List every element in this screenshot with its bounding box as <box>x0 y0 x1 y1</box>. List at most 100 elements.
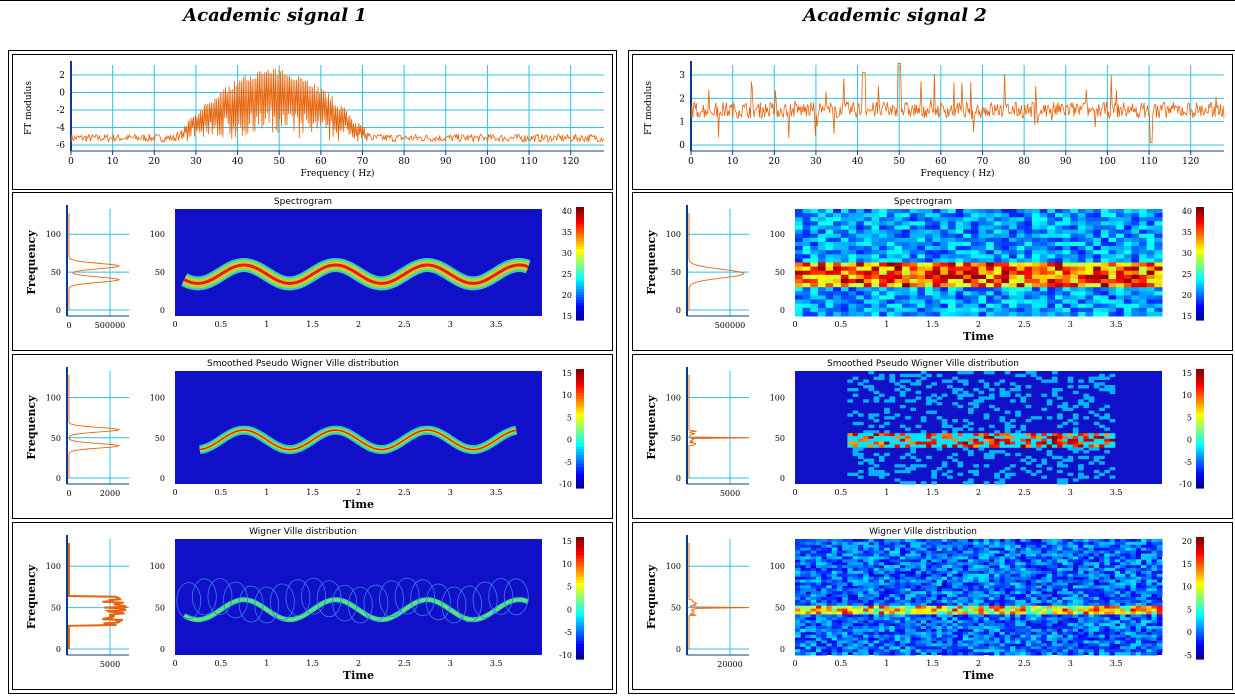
tfr-cell <box>936 373 943 378</box>
tfr-cell <box>973 652 979 656</box>
tfr-cell <box>957 594 964 598</box>
colorbar-segment <box>576 649 584 654</box>
tfr-cell <box>968 626 974 630</box>
tfr-cell <box>847 472 854 476</box>
tfr-cell <box>1083 562 1090 566</box>
tfr-cell <box>1108 303 1117 309</box>
tfr-cell <box>1036 628 1042 633</box>
tfr-cell <box>1123 258 1132 263</box>
tfr-cell <box>1047 221 1056 226</box>
tfr-cell <box>840 303 849 309</box>
colorbar-segment <box>1196 260 1204 265</box>
tfr-cell <box>905 388 911 392</box>
tfr-cell <box>795 287 804 292</box>
tfr-cell <box>1139 233 1148 239</box>
tfr-cell <box>978 565 985 569</box>
tfr-cell <box>968 582 974 586</box>
tfr-cell <box>1010 599 1016 604</box>
tfr-cell <box>978 646 985 650</box>
tfr-cell <box>842 620 848 624</box>
tfr-cell <box>1046 568 1053 572</box>
colorbar-segment <box>576 215 584 219</box>
tfr-cell <box>884 441 890 445</box>
tfr-cell <box>1062 287 1071 292</box>
tfr-cell <box>873 591 880 595</box>
tfr-cell <box>894 413 901 417</box>
tfr-cell <box>1108 237 1117 243</box>
tfr-cell <box>873 565 880 569</box>
tfr-cell <box>899 634 906 639</box>
tfr-cell <box>1010 464 1016 468</box>
tfr-cell <box>947 424 953 428</box>
tfr-cell <box>863 594 869 598</box>
y-tick-label: 50 <box>671 434 681 443</box>
tfr-cell <box>1120 617 1126 621</box>
tfr-cell <box>941 646 948 650</box>
tfr-cell <box>1130 599 1137 604</box>
tfr-cell <box>1078 649 1084 653</box>
tfr-cell <box>1057 626 1063 630</box>
tfr-cell <box>978 258 987 263</box>
tfr-cell <box>1078 611 1084 615</box>
colorbar-segment <box>1196 461 1204 465</box>
tfr-cell <box>1015 591 1021 595</box>
tfr-cell <box>1072 605 1079 610</box>
colorbar-segment <box>1196 455 1204 459</box>
tfr-cell <box>1041 550 1048 554</box>
tfr-cell <box>886 258 895 263</box>
x-tick-label: 20000 <box>717 660 742 669</box>
tfr-cell <box>947 565 953 569</box>
tfr-cell <box>821 568 827 572</box>
tfr-cell <box>1125 588 1131 592</box>
tfr-cell <box>1032 291 1041 296</box>
colorbar-segment <box>576 631 584 636</box>
tfr-cell <box>1130 597 1137 601</box>
tfr-cell <box>1108 307 1117 313</box>
tfr-cell <box>962 634 969 639</box>
tfr-cell <box>863 591 869 595</box>
tfr-cell <box>917 283 926 288</box>
x-tick-label: 2 <box>356 320 361 329</box>
tfr-cell <box>1151 553 1158 557</box>
tfr-cell <box>1024 213 1033 218</box>
tfr-cell <box>836 620 843 624</box>
tfr-cell <box>899 614 906 618</box>
colorbar-segment <box>576 257 584 262</box>
tfr-cell <box>983 413 990 417</box>
tfr-cell <box>973 472 979 476</box>
tfr-cell <box>936 631 943 636</box>
tfr-cell <box>894 262 903 268</box>
tfr-cell <box>902 213 911 218</box>
tfr-cell <box>1083 450 1090 454</box>
tfr-cell <box>941 597 948 601</box>
tfr-cell <box>1104 594 1110 598</box>
tfr-cell <box>1030 640 1037 644</box>
tfr-cell <box>805 573 812 578</box>
tfr-cell <box>1077 283 1086 288</box>
tfr-cell <box>826 562 833 566</box>
tfr-cell <box>968 427 974 431</box>
tfr-cell <box>795 254 804 259</box>
tfr-cell <box>1057 455 1063 460</box>
tfr-cell <box>889 611 896 615</box>
tfr-cell <box>868 634 875 639</box>
tfr-cell <box>1072 602 1079 607</box>
tfr-cell <box>941 573 948 578</box>
colorbar-segment <box>576 291 584 296</box>
tfr-cell <box>1114 541 1121 546</box>
x-tick-label: 500000 <box>715 321 746 330</box>
tfr-cell <box>1099 416 1105 420</box>
tfr-cell <box>795 565 801 569</box>
tfr-cell <box>1062 233 1071 239</box>
tfr-cell <box>936 597 943 601</box>
tfr-cell <box>940 213 949 218</box>
tfr-cell <box>871 291 880 296</box>
tfr-cell <box>894 441 901 445</box>
tfr-cell <box>994 591 1000 595</box>
tfr-cell <box>878 620 885 624</box>
tfr-cell <box>810 283 819 288</box>
tfr-cell <box>994 643 1000 647</box>
tfr-cell <box>925 270 934 276</box>
tfr-cell <box>968 478 974 482</box>
colorbar-segment <box>1196 209 1204 214</box>
